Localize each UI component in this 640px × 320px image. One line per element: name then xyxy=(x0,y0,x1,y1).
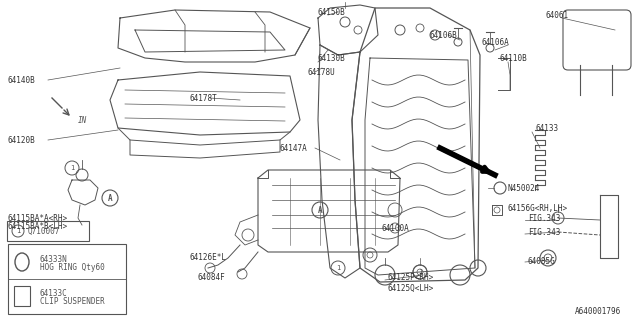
Text: 64115BA*B<LH>: 64115BA*B<LH> xyxy=(8,221,68,230)
Text: A: A xyxy=(317,205,323,214)
Text: 64084F: 64084F xyxy=(198,274,226,283)
Text: 64110B: 64110B xyxy=(500,53,528,62)
Text: 64125P<RH>: 64125P<RH> xyxy=(388,274,435,283)
Text: IN: IN xyxy=(78,116,87,124)
Text: Q710007: Q710007 xyxy=(28,227,60,236)
Text: 64061: 64061 xyxy=(545,11,568,20)
Text: 1: 1 xyxy=(336,265,340,271)
Text: 64106A: 64106A xyxy=(482,37,509,46)
Text: 64178T: 64178T xyxy=(190,93,218,102)
Text: 64085G: 64085G xyxy=(528,258,556,267)
Text: 64115BA*A<RH>: 64115BA*A<RH> xyxy=(8,213,68,222)
Text: 64333N: 64333N xyxy=(40,254,68,263)
Text: 64126E*L: 64126E*L xyxy=(190,253,227,262)
Text: N450024: N450024 xyxy=(508,183,540,193)
Text: 1: 1 xyxy=(70,165,74,171)
Text: 64150B: 64150B xyxy=(318,7,346,17)
Text: 64120B: 64120B xyxy=(8,135,36,145)
Text: FIG.343: FIG.343 xyxy=(528,213,561,222)
Text: 64147A: 64147A xyxy=(280,143,308,153)
Text: A: A xyxy=(108,194,112,203)
Text: 64178U: 64178U xyxy=(308,68,336,76)
Text: 64156G<RH,LH>: 64156G<RH,LH> xyxy=(508,204,568,212)
Text: 1: 1 xyxy=(16,228,20,234)
Text: 64106B: 64106B xyxy=(430,30,458,39)
Text: 1: 1 xyxy=(418,269,422,275)
Text: 64133: 64133 xyxy=(535,124,558,132)
Text: CLIP SUSPENDER: CLIP SUSPENDER xyxy=(40,297,105,306)
Text: A640001796: A640001796 xyxy=(575,308,621,316)
Text: 64140B: 64140B xyxy=(8,76,36,84)
Text: FIG.343: FIG.343 xyxy=(528,228,561,236)
Text: 64133C: 64133C xyxy=(40,289,68,298)
Text: 64125Q<LH>: 64125Q<LH> xyxy=(388,284,435,292)
Text: HOG RING Qty60: HOG RING Qty60 xyxy=(40,263,105,273)
Text: 64100A: 64100A xyxy=(382,223,410,233)
Text: 64130B: 64130B xyxy=(318,53,346,62)
Bar xyxy=(8,244,126,314)
